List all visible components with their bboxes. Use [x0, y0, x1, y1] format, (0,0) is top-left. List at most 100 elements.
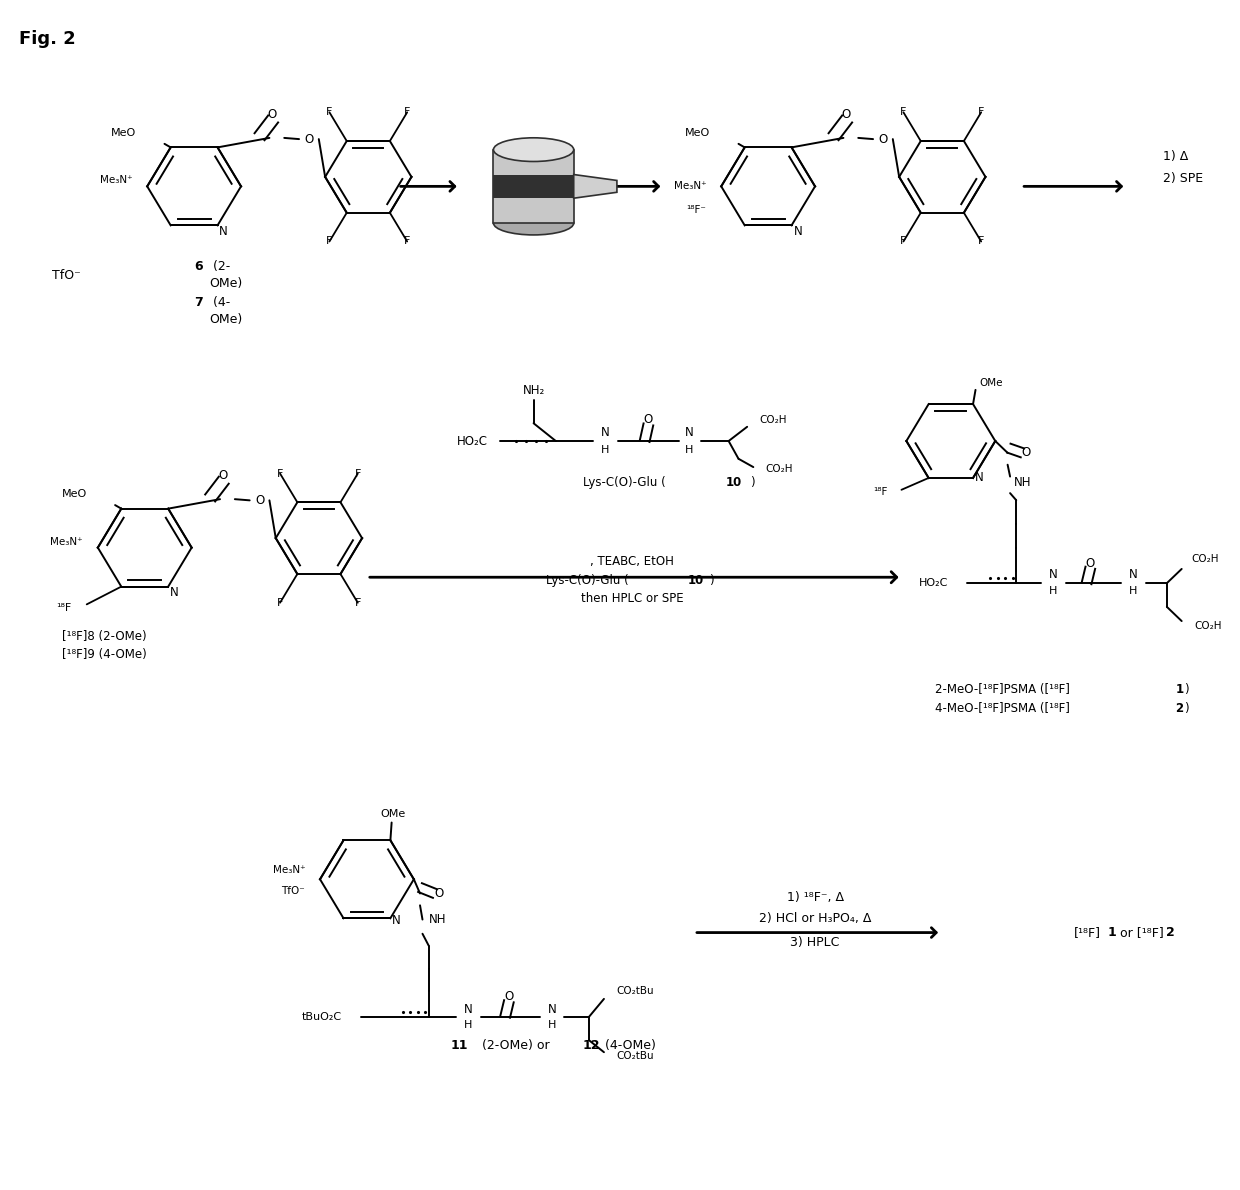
- Text: F: F: [277, 469, 283, 478]
- Text: 2) HCl or H₃PO₄, Δ: 2) HCl or H₃PO₄, Δ: [759, 912, 872, 925]
- Text: CO₂tBu: CO₂tBu: [616, 1051, 653, 1060]
- Text: N: N: [794, 225, 802, 238]
- Text: 6: 6: [195, 261, 203, 274]
- Text: 1: 1: [1176, 683, 1184, 696]
- Text: F: F: [404, 237, 410, 246]
- Text: Me₃N⁺: Me₃N⁺: [51, 537, 83, 546]
- Bar: [494, 150, 574, 223]
- Text: F: F: [978, 237, 985, 246]
- Text: O: O: [1022, 446, 1030, 459]
- Text: Me₃N⁺: Me₃N⁺: [99, 175, 133, 186]
- Text: F: F: [404, 107, 410, 118]
- Text: ): ): [750, 476, 754, 489]
- Text: ¹⁸F⁻: ¹⁸F⁻: [687, 205, 707, 215]
- Text: N: N: [392, 914, 401, 927]
- Text: 1: 1: [1107, 926, 1116, 939]
- Text: OMe: OMe: [381, 809, 405, 819]
- Text: HO₂C: HO₂C: [458, 434, 489, 447]
- Text: (2-: (2-: [208, 261, 231, 274]
- Text: H: H: [1049, 587, 1058, 596]
- Text: , TEABC, EtOH: , TEABC, EtOH: [590, 556, 675, 569]
- Text: MeO: MeO: [684, 129, 711, 138]
- Text: O: O: [878, 132, 888, 145]
- Text: MeO: MeO: [110, 129, 136, 138]
- Text: NH: NH: [429, 913, 446, 926]
- Text: (4-OMe): (4-OMe): [601, 1039, 656, 1052]
- Text: 7: 7: [195, 296, 203, 309]
- Text: F: F: [900, 237, 906, 246]
- Text: 3) HPLC: 3) HPLC: [790, 935, 839, 948]
- Text: F: F: [326, 107, 332, 118]
- Text: N: N: [1049, 569, 1058, 582]
- Text: N: N: [684, 426, 693, 439]
- Text: CO₂H: CO₂H: [759, 414, 787, 425]
- Text: CO₂tBu: CO₂tBu: [616, 985, 653, 996]
- Text: 2: 2: [1176, 702, 1184, 715]
- Text: MeO: MeO: [62, 489, 87, 500]
- Text: H: H: [684, 445, 693, 456]
- Text: ¹⁸F: ¹⁸F: [57, 603, 72, 613]
- Text: 11: 11: [451, 1039, 469, 1052]
- Ellipse shape: [494, 212, 574, 234]
- Text: 1) ¹⁸F⁻, Δ: 1) ¹⁸F⁻, Δ: [786, 890, 843, 903]
- Text: F: F: [326, 237, 332, 246]
- Text: TfO⁻: TfO⁻: [52, 269, 81, 282]
- Text: Lys-C(O)-Glu (: Lys-C(O)-Glu (: [546, 575, 629, 588]
- Text: O: O: [268, 108, 277, 120]
- Text: F: F: [978, 107, 985, 118]
- Text: ¹⁸F: ¹⁸F: [873, 487, 888, 497]
- Text: [¹⁸F]9 (4-OMe): [¹⁸F]9 (4-OMe): [62, 647, 146, 660]
- Text: NH₂: NH₂: [522, 383, 544, 396]
- Text: Me₃N⁺: Me₃N⁺: [673, 181, 707, 192]
- Text: N: N: [170, 585, 179, 599]
- Text: ): ): [1184, 702, 1189, 715]
- Text: then HPLC or SPE: then HPLC or SPE: [582, 593, 683, 605]
- Text: OMe): OMe): [208, 277, 242, 290]
- Text: H: H: [1130, 587, 1138, 596]
- Text: NH: NH: [1013, 476, 1032, 489]
- Text: 12: 12: [583, 1039, 600, 1052]
- Text: O: O: [304, 132, 314, 145]
- Text: [¹⁸F]8 (2-OMe): [¹⁸F]8 (2-OMe): [62, 630, 146, 643]
- Text: F: F: [277, 597, 283, 608]
- Text: O: O: [218, 469, 227, 482]
- Text: ): ): [1184, 683, 1189, 696]
- Text: N: N: [1130, 569, 1138, 582]
- Text: N: N: [219, 225, 228, 238]
- Polygon shape: [574, 175, 618, 199]
- Text: 2: 2: [1166, 926, 1174, 939]
- Text: tBuO₂C: tBuO₂C: [303, 1012, 342, 1022]
- Text: OMe): OMe): [208, 313, 242, 326]
- Text: CO₂H: CO₂H: [765, 464, 794, 475]
- Text: ): ): [709, 575, 713, 588]
- Text: H: H: [464, 1020, 472, 1031]
- Text: O: O: [1086, 557, 1095, 570]
- Text: O: O: [841, 108, 851, 120]
- Text: 2) SPE: 2) SPE: [1163, 171, 1203, 184]
- Text: Fig. 2: Fig. 2: [19, 30, 76, 48]
- Text: N: N: [601, 426, 610, 439]
- Text: 2-MeO-[¹⁸F]PSMA ([¹⁸F]: 2-MeO-[¹⁸F]PSMA ([¹⁸F]: [935, 683, 1070, 696]
- Ellipse shape: [494, 138, 574, 162]
- Text: N: N: [975, 471, 983, 484]
- Text: HO₂C: HO₂C: [919, 578, 949, 588]
- Text: Me₃N⁺: Me₃N⁺: [273, 865, 305, 875]
- Text: F: F: [355, 469, 361, 478]
- Text: F: F: [900, 107, 906, 118]
- Text: N: N: [548, 1003, 557, 1016]
- Text: N: N: [464, 1003, 472, 1016]
- Text: CO₂H: CO₂H: [1194, 621, 1221, 631]
- Text: O: O: [255, 494, 264, 507]
- Text: H: H: [548, 1020, 557, 1031]
- Text: 10: 10: [727, 476, 743, 489]
- Text: 1) Δ: 1) Δ: [1163, 150, 1188, 163]
- Text: (4-: (4-: [208, 296, 231, 309]
- Text: 10: 10: [688, 575, 704, 588]
- Text: O: O: [434, 887, 443, 900]
- Text: TfO⁻: TfO⁻: [281, 887, 305, 896]
- Text: CO₂H: CO₂H: [1192, 555, 1219, 564]
- Text: O: O: [644, 413, 653, 426]
- Text: F: F: [355, 597, 361, 608]
- Text: OMe: OMe: [980, 377, 1003, 388]
- Text: or [¹⁸F]: or [¹⁸F]: [1116, 926, 1164, 939]
